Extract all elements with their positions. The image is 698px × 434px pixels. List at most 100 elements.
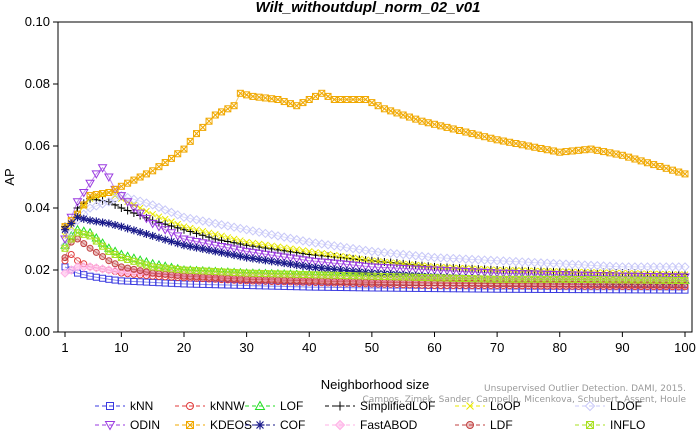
data-point [448, 267, 459, 276]
data-point [334, 419, 346, 431]
data-point [529, 257, 540, 268]
data-point [167, 221, 176, 230]
data-point [168, 155, 175, 162]
data-point [619, 276, 626, 284]
chart-title: Wilt_withoutdupl_norm_02_v01 [256, 0, 481, 16]
data-point [179, 235, 189, 245]
data-point [512, 275, 520, 283]
data-point [268, 276, 276, 284]
data-point [423, 266, 434, 275]
data-point [274, 243, 282, 251]
data-point [498, 256, 509, 266]
x-tick-label: 1 [61, 340, 68, 355]
data-point [299, 247, 307, 254]
data-point [381, 105, 388, 113]
plot-frame [57, 21, 693, 333]
data-point [91, 170, 102, 179]
data-point [197, 239, 208, 248]
x-tick-label: 20 [177, 340, 191, 355]
data-point [198, 244, 207, 253]
data-point [293, 270, 301, 278]
y-tick-label: 0.06 [25, 138, 50, 153]
data-point [211, 111, 219, 119]
data-point [143, 207, 150, 215]
data-point [336, 253, 345, 262]
data-point [186, 137, 194, 145]
legend-label: LDF [490, 418, 513, 432]
data-point [174, 266, 182, 273]
data-point [456, 275, 463, 282]
data-point [424, 274, 432, 281]
data-point [305, 271, 313, 279]
data-point [92, 217, 101, 226]
data-point [556, 148, 564, 156]
data-point [129, 194, 139, 205]
data-point [479, 255, 490, 265]
data-point [387, 273, 395, 281]
data-point [417, 265, 427, 275]
data-point [218, 274, 226, 282]
data-point [72, 198, 83, 207]
data-point [92, 237, 100, 245]
data-point [99, 253, 107, 261]
data-point [481, 133, 488, 141]
data-point [117, 263, 125, 271]
data-point [500, 275, 507, 283]
data-point [143, 261, 150, 269]
data-point [241, 224, 252, 235]
data-point [537, 145, 545, 152]
data-point [122, 198, 133, 207]
legend-item-kdeos: KDEOS [175, 418, 252, 432]
data-point [122, 267, 133, 277]
data-point [66, 228, 76, 238]
data-point [210, 218, 221, 229]
data-point [217, 248, 226, 257]
data-point [216, 220, 227, 230]
data-point [543, 275, 551, 283]
data-point [273, 231, 283, 241]
data-point [174, 150, 182, 158]
watermark-line-1: Unsupervised Outlier Detection. DAMI, 20… [484, 384, 686, 394]
data-point [336, 266, 345, 274]
data-point [161, 264, 169, 272]
y-axis-label: AP [2, 168, 17, 185]
data-point [104, 421, 116, 431]
data-point [255, 276, 263, 284]
data-point [123, 206, 132, 215]
data-point [286, 276, 294, 284]
data-point [675, 168, 683, 176]
data-point [636, 262, 646, 272]
data-point [105, 257, 113, 265]
data-point [79, 262, 89, 272]
data-point [661, 262, 671, 272]
data-point [337, 252, 344, 260]
data-point [318, 277, 326, 285]
data-point [118, 254, 125, 261]
data-point [567, 271, 578, 280]
data-point [111, 221, 120, 230]
data-point [468, 130, 476, 137]
data-point [86, 232, 94, 240]
y-tick-label: 0.02 [25, 262, 50, 277]
data-point [223, 249, 232, 258]
data-point [392, 264, 402, 274]
data-point [536, 270, 546, 280]
data-point [111, 186, 119, 193]
data-point [323, 259, 333, 268]
data-point [598, 261, 609, 271]
data-point [349, 267, 358, 276]
data-point [316, 258, 327, 267]
data-point [531, 143, 539, 151]
x-tick-label: 30 [239, 340, 253, 355]
data-point [273, 252, 283, 262]
data-point [650, 161, 658, 168]
data-point [531, 275, 539, 283]
data-point [368, 278, 376, 286]
data-point [412, 115, 420, 123]
data-point [255, 420, 265, 430]
data-point [343, 253, 351, 261]
data-point [498, 269, 509, 279]
series-ldof [60, 190, 690, 272]
data-point [486, 255, 496, 266]
data-point [179, 212, 189, 223]
